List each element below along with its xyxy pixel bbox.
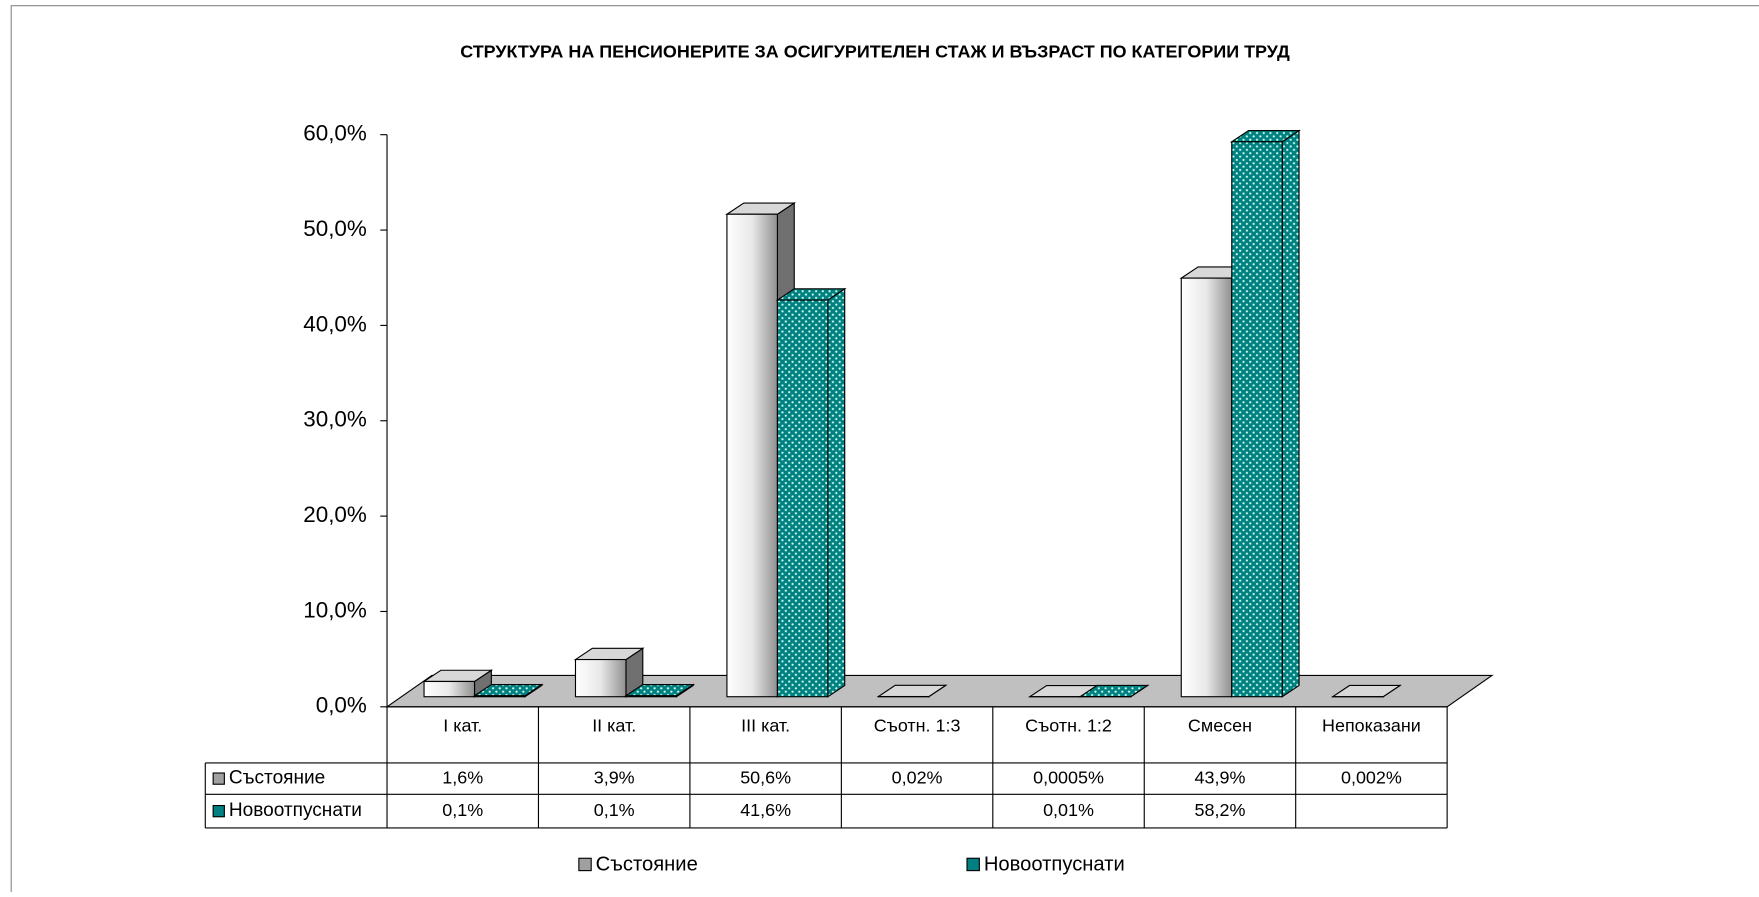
table-value: 58,2%	[1195, 800, 1246, 820]
table-key	[213, 806, 224, 817]
y-tick-label: 20,0%	[303, 502, 367, 527]
category-label: Непоказани	[1322, 716, 1421, 736]
table-value: 50,6%	[740, 767, 791, 787]
table-value: 0,1%	[442, 800, 483, 820]
bar-side	[828, 289, 845, 697]
legend-key	[967, 858, 979, 870]
table-value: 0,01%	[1043, 800, 1094, 820]
bar	[777, 300, 827, 697]
legend-label: Състояние	[596, 853, 698, 875]
category-label: Съотн. 1:2	[1025, 716, 1112, 736]
y-tick-label: 10,0%	[303, 597, 367, 622]
table-value: 0,002%	[1341, 767, 1402, 787]
y-tick-label: 0,0%	[316, 693, 367, 718]
chart-title: СТРУКТУРА НА ПЕНСИОНЕРИТЕ ЗА ОСИГУРИТЕЛЕ…	[460, 42, 1290, 62]
bar	[626, 696, 676, 697]
table-row-label: Състояние	[229, 768, 325, 789]
table-value: 1,6%	[442, 767, 483, 787]
category-label: I кат.	[443, 716, 482, 736]
category-label: Съотн. 1:3	[874, 716, 961, 736]
table-value: 43,9%	[1195, 767, 1246, 787]
bar-side	[1282, 131, 1299, 697]
y-tick-label: 30,0%	[303, 407, 367, 432]
table-value: 0,0005%	[1033, 767, 1104, 787]
floor	[387, 675, 1492, 706]
bar	[475, 696, 525, 697]
bar	[1232, 142, 1282, 697]
table-value: 0,1%	[594, 800, 635, 820]
category-label: II кат.	[592, 716, 636, 736]
frame	[11, 6, 1759, 892]
bar	[424, 681, 474, 696]
legend-key	[579, 858, 591, 870]
category-label: III кат.	[741, 716, 790, 736]
bar	[575, 660, 625, 697]
y-tick-label: 60,0%	[303, 121, 367, 146]
bar	[727, 214, 777, 696]
category-label: Смесен	[1188, 716, 1252, 736]
bar	[1181, 278, 1231, 697]
table-row-label: Новоотпуснати	[229, 800, 362, 821]
table-value: 0,02%	[892, 767, 943, 787]
legend-label: Новоотпуснати	[984, 853, 1125, 875]
table-value: 3,9%	[594, 767, 635, 787]
y-tick-label: 50,0%	[303, 216, 367, 241]
table-key	[213, 773, 224, 784]
table-value: 41,6%	[740, 800, 791, 820]
y-tick-label: 40,0%	[303, 311, 367, 336]
